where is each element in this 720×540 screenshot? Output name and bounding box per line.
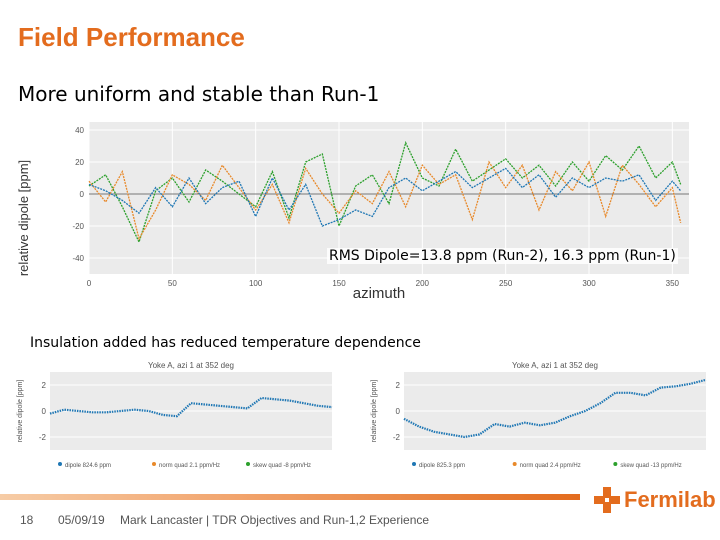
main-chart-ytick-label: 0: [80, 190, 85, 199]
main-chart-series-line: [88, 167, 682, 227]
fermilab-logo-text: Fermilab: [624, 487, 716, 512]
small-chart-ytick-label: 0: [42, 407, 47, 416]
small-chart-ytick-label: -2: [393, 433, 401, 442]
main-chart-xtick-label: 0: [87, 279, 92, 288]
fermilab-icon: [594, 487, 620, 513]
main-chart-series-line: [88, 160, 682, 241]
main-chart-xlabel: azimuth: [353, 285, 406, 302]
main-chart-xtick-label: 50: [168, 279, 177, 288]
small-chart-legend-marker: [613, 462, 618, 466]
small-chart-legend-label: dipole 824.6 ppm: [65, 463, 111, 469]
small-chart-legend-label: skew quad -8 ppm/Hz: [253, 463, 311, 469]
main-chart-xtick-label: 250: [499, 279, 513, 288]
small-chart-ylabel: relative dipole [ppm]: [371, 380, 378, 443]
main-chart-ytick-label: 20: [75, 158, 84, 167]
rms-dipole-note: RMS Dipole=13.8 ppm (Run-2), 16.3 ppm (R…: [327, 248, 678, 264]
small-chart-legend-marker: [512, 462, 517, 466]
slide-date: 05/09/19: [58, 513, 105, 527]
slide-subtitle: More uniform and stable than Run-1: [18, 82, 380, 106]
main-chart-ytick-label: -20: [72, 222, 84, 231]
small-chart-series-line: [403, 378, 707, 439]
main-chart-ytick-label: 40: [75, 126, 84, 135]
small-chart-legend-marker: [412, 462, 416, 466]
small-chart-ytick-label: 2: [42, 381, 47, 390]
small-chart-ytick-label: 0: [396, 407, 401, 416]
main-chart-xtick-label: 100: [249, 279, 263, 288]
small-chart-ytick-label: 2: [396, 381, 401, 390]
yoke-a-chart-run2: Yoke A, azi 1 at 352 deg 2 0 -2 relative dip…: [371, 361, 707, 469]
small-chart-ylabel: relative dipole [ppm]: [17, 380, 24, 443]
main-chart-xtick-label: 150: [332, 279, 346, 288]
author-line: Mark Lancaster | TDR Objectives and Run-…: [120, 513, 430, 527]
small-chart-legend-marker: [58, 462, 62, 466]
small-chart-legend-marker: [246, 462, 250, 466]
small-chart-legend-label: norm quad 2.1 ppm/Hz: [159, 463, 220, 469]
main-chart-ytick-label: -40: [72, 254, 84, 263]
small-chart-legend-marker: [152, 462, 156, 466]
small-chart-title: Yoke A, azi 1 at 352 deg: [512, 361, 598, 370]
page-number: 18: [20, 513, 34, 527]
fermilab-logo: Fermilab: [594, 487, 716, 513]
small-chart-ytick-label: -2: [39, 433, 47, 442]
main-chart-series: [88, 140, 682, 244]
main-chart-xtick-label: 350: [666, 279, 680, 288]
small-chart-legend-label: dipole 825.3 ppm: [419, 463, 465, 469]
small-chart-legend-label: norm quad 2.4 ppm/Hz: [520, 463, 581, 469]
small-chart-legend-label: skew quad -13 ppm/Hz: [620, 463, 681, 469]
small-chart-title: Yoke A, azi 1 at 352 deg: [148, 361, 234, 370]
main-chart-xtick-label: 300: [582, 279, 596, 288]
insulation-note: Insulation added has reduced temperature…: [30, 335, 421, 351]
main-chart-xtick-label: 200: [416, 279, 430, 288]
small-chart-series-line: [49, 396, 333, 418]
footer-accent-bar: [0, 494, 580, 500]
main-chart-series-line: [88, 140, 682, 244]
main-chart-ylabel: relative dipole [ppm]: [16, 160, 31, 276]
slide-title: Field Performance: [18, 22, 245, 52]
yoke-a-chart-run1: Yoke A, azi 1 at 352 deg 2 0 -2 relative dip…: [17, 361, 333, 469]
